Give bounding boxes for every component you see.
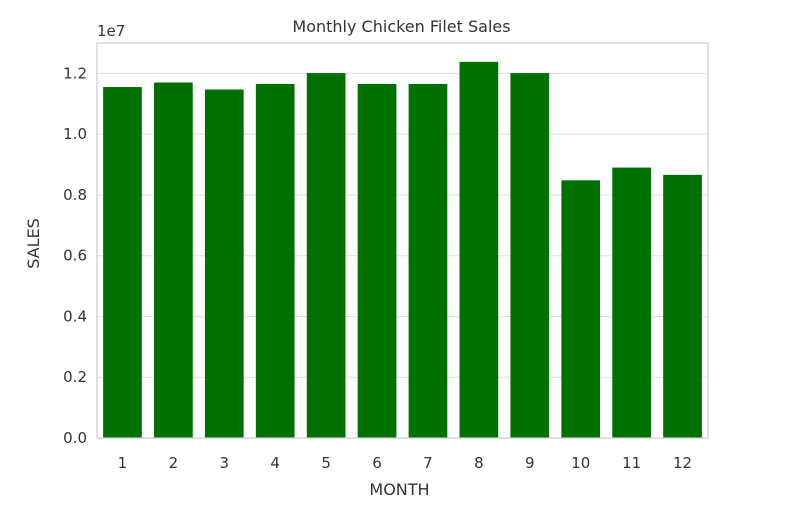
y-tick-label: 0.8 (63, 186, 87, 204)
x-tick-label: 10 (571, 454, 590, 472)
bar-series (103, 61, 702, 439)
bar-month-3 (204, 89, 244, 438)
y-tick-labels: 0.0 0.2 0.4 0.6 0.8 1.0 1.2 (63, 64, 87, 447)
y-tick-label: 0.6 (63, 247, 87, 265)
x-tick-label: 5 (321, 454, 331, 472)
x-axis-label: MONTH (369, 480, 429, 499)
x-tick-label: 4 (270, 454, 280, 472)
bar-month-1 (103, 87, 142, 439)
y-tick-label: 1.2 (63, 64, 87, 82)
bar-month-2 (154, 82, 193, 438)
y-axis-offset-label: 1e7 (97, 22, 125, 40)
x-tick-label: 12 (673, 454, 692, 472)
chart-title: Monthly Chicken Filet Sales (292, 17, 510, 36)
bar-month-11 (612, 167, 651, 439)
y-tick-label: 0.0 (63, 429, 87, 447)
y-tick-label: 1.0 (63, 125, 87, 143)
x-tick-label: 3 (220, 454, 230, 472)
plot-frame (96, 42, 709, 439)
y-tick-label: 0.4 (63, 307, 87, 325)
bar-month-6 (357, 84, 397, 439)
bar-month-10 (561, 180, 601, 439)
bar-month-4 (255, 84, 295, 439)
x-tick-label: 9 (525, 454, 535, 472)
bar-month-12 (663, 174, 702, 438)
x-tick-label: 1 (118, 454, 128, 472)
y-gridlines (97, 72, 708, 439)
x-tick-labels: 1 2 3 4 5 6 7 8 9 10 11 12 (118, 454, 692, 472)
bar-month-8 (459, 61, 499, 438)
bar-month-7 (408, 84, 448, 439)
bar-month-9 (510, 73, 550, 438)
bar-month-5 (306, 73, 346, 438)
x-tick-label: 8 (474, 454, 484, 472)
x-tick-label: 2 (169, 454, 179, 472)
x-tick-label: 7 (423, 454, 433, 472)
y-tick-label: 0.2 (63, 368, 87, 386)
y-axis-label: SALES (24, 218, 43, 269)
x-tick-label: 11 (622, 454, 641, 472)
x-tick-label: 6 (372, 454, 382, 472)
